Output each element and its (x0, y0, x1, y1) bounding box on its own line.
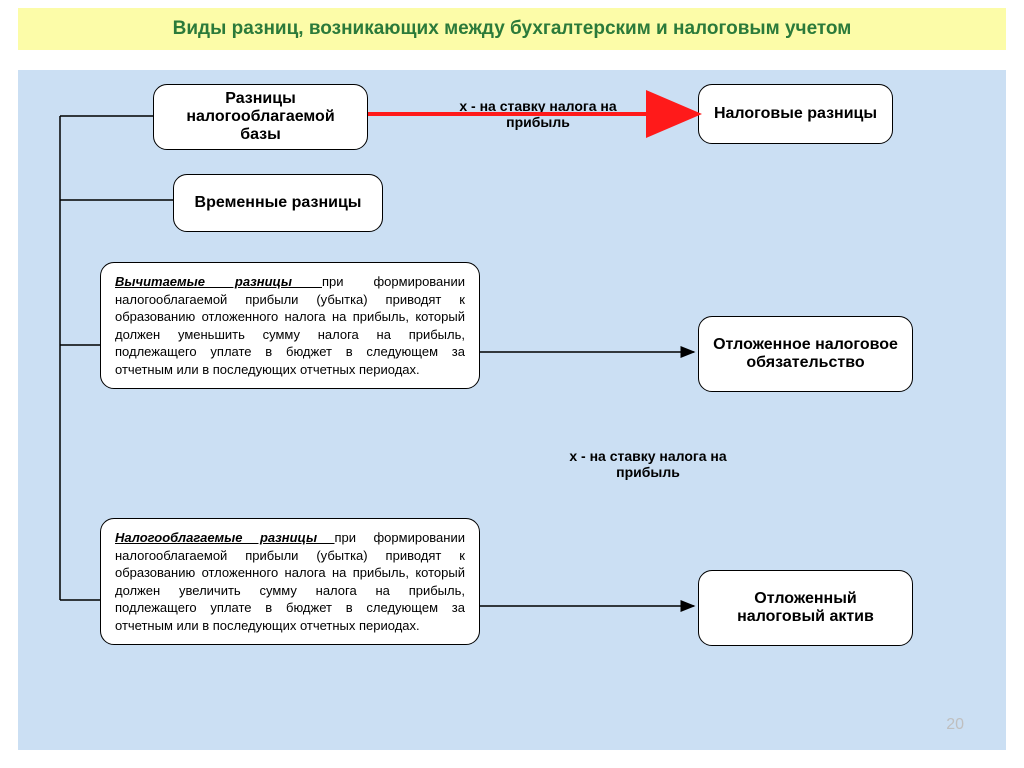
desc-deductible: Вычитаемые разницы при формировании нало… (100, 262, 480, 389)
box-tax-base-label: Разницы налогооблагаемой базы (164, 90, 357, 144)
note-top-text: на ставку налога на прибыль (480, 98, 617, 130)
note-top: x - на ставку налога на прибыль (438, 98, 638, 130)
box-asset-label: Отложенный налоговый актив (709, 590, 902, 626)
note-top-x: x - (459, 98, 479, 114)
diagram-area: Разницы налогооблагаемой базы Налоговые … (18, 70, 1006, 750)
box-liability-label: Отложенное налоговое обязательство (709, 336, 902, 372)
page-number: 20 (946, 716, 964, 734)
title-bar: Виды разниц, возникающих между бухгалтер… (18, 8, 1006, 50)
page-title: Виды разниц, возникающих между бухгалтер… (173, 18, 852, 40)
connectors-svg (18, 70, 1006, 750)
box-tax-base: Разницы налогооблагаемой базы (153, 84, 368, 150)
desc2-rest: при формировании налогооблагаемой прибыл… (115, 530, 465, 633)
box-asset: Отложенный налоговый актив (698, 570, 913, 646)
box-tax-diff: Налоговые разницы (698, 84, 893, 144)
box-tax-diff-label: Налоговые разницы (714, 105, 877, 123)
desc1-rest: при формировании налогооблагаемой прибыл… (115, 274, 465, 377)
desc2-lead: Налогооблагаемые разницы (115, 530, 335, 545)
box-temporary-label: Временные разницы (195, 194, 362, 212)
note-mid-x: x - (569, 448, 589, 464)
note-mid: x - на ставку налога на прибыль (558, 448, 738, 480)
desc-taxable: Налогооблагаемые разницы при формировани… (100, 518, 480, 645)
box-temporary: Временные разницы (173, 174, 383, 232)
desc1-lead: Вычитаемые разницы (115, 274, 322, 289)
box-liability: Отложенное налоговое обязательство (698, 316, 913, 392)
note-mid-text: на ставку налога на прибыль (590, 448, 727, 480)
